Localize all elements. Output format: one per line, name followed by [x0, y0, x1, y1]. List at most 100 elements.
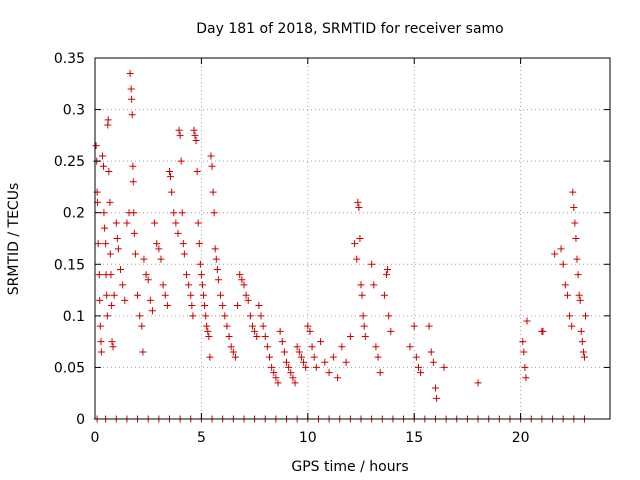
data-point [219, 302, 227, 310]
data-point [130, 229, 138, 237]
data-point [221, 312, 229, 320]
data-point [179, 240, 187, 248]
data-point [191, 131, 199, 139]
data-point [317, 338, 325, 346]
data-point [306, 327, 314, 335]
data-point [193, 167, 201, 175]
x-tick-label: 5 [197, 430, 206, 446]
data-point [168, 188, 176, 196]
data-point [103, 312, 111, 320]
data-point [248, 322, 256, 330]
y-tick-label: 0 [76, 412, 85, 428]
data-point [231, 353, 239, 361]
data-point [100, 162, 108, 170]
y-axis-label: SRMTID / TECUs [6, 183, 22, 296]
data-point [255, 302, 263, 310]
y-tick-label: 0.05 [54, 360, 85, 376]
data-point [244, 296, 252, 304]
data-point [351, 240, 359, 248]
data-point [297, 353, 305, 361]
data-point [577, 327, 585, 335]
data-point [561, 281, 569, 289]
data-point [110, 291, 118, 299]
data-point [106, 198, 114, 206]
data-point [189, 312, 197, 320]
data-point [574, 271, 582, 279]
data-point [217, 291, 225, 299]
data-point [212, 255, 220, 263]
data-point [210, 209, 218, 217]
data-point [334, 374, 342, 382]
data-point [155, 245, 163, 253]
data-point [142, 271, 150, 279]
data-point [342, 358, 350, 366]
data-point [578, 338, 586, 346]
data-point [568, 322, 576, 330]
data-point [417, 369, 425, 377]
data-point [146, 296, 154, 304]
data-point [96, 296, 104, 304]
data-point [187, 291, 195, 299]
data-point [291, 379, 299, 387]
data-point [263, 343, 271, 351]
data-point [385, 312, 393, 320]
data-point [572, 235, 580, 242]
data-point [119, 281, 127, 289]
data-point [566, 312, 574, 320]
data-point [165, 167, 173, 175]
data-point [329, 353, 337, 361]
x-tick-label: 20 [512, 430, 530, 446]
data-point [100, 209, 108, 217]
data-point [370, 281, 378, 289]
y-tick-label: 0.15 [54, 257, 85, 273]
data-point [129, 178, 137, 186]
data-point [159, 281, 167, 289]
data-point [325, 369, 333, 377]
y-tick-label: 0.3 [63, 103, 85, 119]
y-tick-label: 0.2 [63, 206, 85, 222]
data-point [575, 291, 583, 299]
data-point [140, 255, 148, 263]
data-point [522, 374, 530, 382]
data-point [153, 240, 161, 248]
y-tick-label: 0.1 [63, 309, 85, 325]
data-point [134, 291, 142, 299]
data-point [312, 363, 320, 371]
data-point [112, 219, 120, 227]
data-point [205, 332, 213, 340]
data-point [431, 384, 439, 392]
data-point [130, 209, 138, 217]
data-point [289, 374, 297, 382]
data-point [214, 276, 222, 284]
data-point [195, 240, 203, 248]
data-point [358, 291, 366, 299]
data-point [384, 265, 392, 273]
data-point [361, 332, 369, 340]
x-axis-label: GPS time / hours [291, 459, 408, 475]
data-point [383, 271, 391, 279]
data-point [223, 322, 231, 330]
data-point [200, 291, 208, 299]
x-tick-labels: 0 5 10 15 20 [91, 430, 530, 446]
data-point [126, 69, 134, 77]
data-point [380, 291, 388, 299]
data-point [227, 343, 235, 351]
data-point [144, 276, 152, 284]
data-point [213, 265, 221, 273]
data-point [346, 332, 354, 340]
data-point [178, 209, 186, 217]
data-point [412, 353, 420, 361]
data-point [261, 332, 269, 340]
data-point [573, 255, 581, 263]
data-point [128, 95, 136, 103]
data-point [109, 343, 117, 351]
data-point [563, 291, 571, 299]
data-point [104, 116, 112, 124]
data-point [170, 209, 178, 217]
data-point [414, 363, 422, 371]
data-point [295, 348, 303, 356]
plot-frame [94, 57, 611, 420]
data-point [113, 235, 121, 242]
data-point [206, 353, 214, 361]
